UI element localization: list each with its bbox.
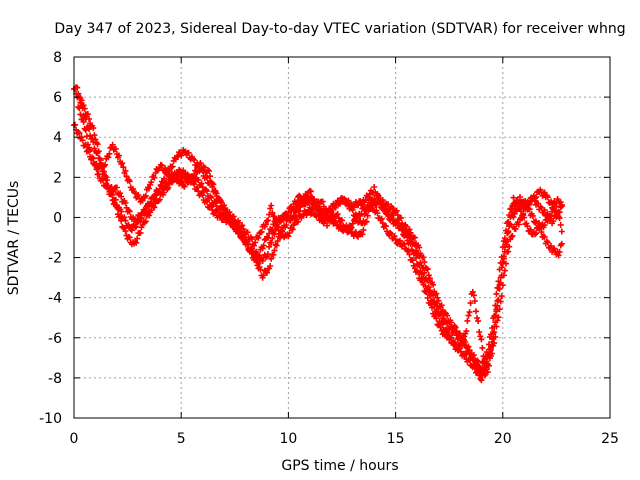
y-tick-label: 0	[53, 210, 62, 226]
y-tick-label: -2	[48, 251, 62, 267]
tick-labels: 0 5 10 15 20 25 -10 -8 -6 -4 -2 0 2 4 6 8	[39, 50, 619, 447]
y-tick-label: -8	[48, 371, 62, 387]
x-tick-label: 25	[601, 431, 619, 447]
x-tick-label: 5	[177, 431, 186, 447]
y-tick-label: -6	[48, 331, 62, 347]
y-tick-label: 6	[53, 90, 62, 106]
y-axis-label: SDTVAR / TECUs	[6, 181, 22, 296]
y-tick-label: -10	[39, 411, 62, 427]
series-track-4-markers	[75, 104, 565, 371]
y-tick-label: -4	[48, 291, 62, 307]
x-tick-label: 0	[70, 431, 79, 447]
y-tick-label: 4	[53, 130, 62, 146]
y-tick-label: 8	[53, 50, 62, 66]
x-axis-label: GPS time / hours	[281, 458, 398, 474]
chart-title: Day 347 of 2023, Sidereal Day-to-day VTE…	[54, 21, 625, 37]
x-tick-label: 15	[387, 431, 405, 447]
axis-ticks	[73, 56, 611, 419]
plot-frame	[73, 56, 611, 419]
x-tick-label: 10	[279, 431, 297, 447]
x-tick-label: 20	[494, 431, 512, 447]
y-tick-label: 2	[53, 170, 62, 186]
